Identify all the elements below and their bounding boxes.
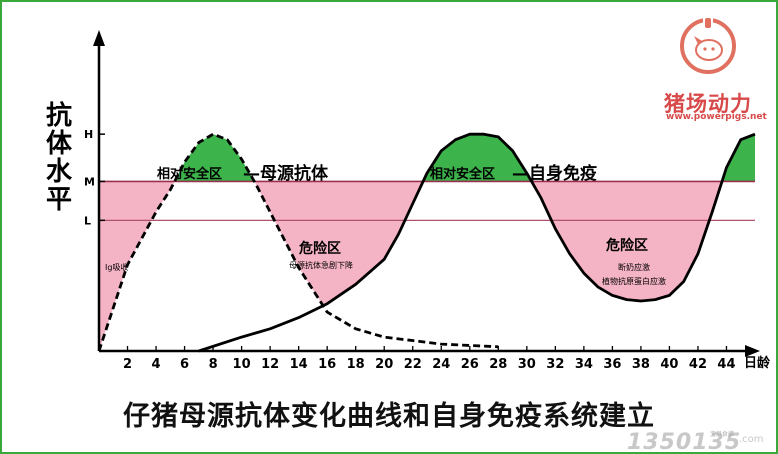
y-axis-label-char: 水 [46, 157, 73, 187]
x-tick-label: 38 [632, 357, 650, 372]
x-tick-label: 44 [717, 357, 735, 372]
x-tick-label: 8 [209, 357, 218, 372]
x-tick-label: 42 [689, 357, 707, 372]
safe-zone-label: 相对安全区 [430, 166, 495, 182]
y-axis-label-char: 平 [46, 185, 73, 215]
y-tick-label: H [84, 128, 93, 141]
safe-zone-label: 相对安全区 [157, 166, 222, 182]
watermark-number: 1350135 [627, 430, 742, 454]
series-label: —自身免疫 [512, 163, 597, 184]
y-axis-arrow [93, 30, 105, 46]
x-tick-label: 26 [461, 357, 479, 372]
logo-text: 猪场动力 [664, 92, 752, 116]
danger-zone-label: 危险区 [605, 237, 648, 254]
x-tick-label: 36 [603, 357, 621, 372]
y-tick-label: M [84, 175, 95, 188]
y-axis-label-char: 抗 [46, 101, 73, 131]
x-tick-label: 32 [546, 357, 564, 372]
danger-zone [99, 181, 755, 351]
x-axis-arrow [745, 345, 760, 357]
y-axis-label-char: 体 [46, 129, 73, 159]
x-axis-label: 日龄 [744, 355, 771, 371]
x-tick-label: 24 [432, 357, 450, 372]
x-tick-label: 2 [123, 357, 132, 372]
x-tick-label: 18 [347, 357, 365, 372]
x-tick-label: 30 [518, 357, 536, 372]
series-label: —母源抗体 [243, 163, 329, 184]
x-tick-label: 22 [404, 357, 422, 372]
danger-zone-note: 断奶应激 [618, 262, 650, 272]
logo-url: www.powerpigs.net [666, 112, 767, 122]
x-tick-label: 20 [375, 357, 393, 372]
x-tick-label: 16 [318, 357, 336, 372]
series-line-active [198, 132, 756, 353]
x-tick-label: 6 [180, 357, 189, 372]
x-tick-label: 34 [575, 357, 593, 372]
x-tick-label: 10 [233, 357, 251, 372]
watermark-small: 宝贝食谱 [710, 431, 735, 438]
pig-logo-icon [678, 14, 738, 74]
series-line-maternal [97, 132, 499, 352]
x-tick-label: 40 [660, 357, 678, 372]
y-tick-label: L [84, 214, 91, 227]
danger-zone-label: 危险区 [298, 240, 341, 257]
chart-title: 仔猪母源抗体变化曲线和自身免疫系统建立 [123, 401, 655, 432]
danger-zone-note: Ig吸收 [105, 262, 128, 272]
x-tick-label: 4 [152, 357, 161, 372]
x-tick-label: 14 [290, 357, 308, 372]
x-tick-label: 28 [489, 357, 507, 372]
watermark-suffix: .com [739, 434, 764, 445]
danger-zone-note: 母源抗体急剧下降 [289, 260, 353, 270]
x-tick-label: 12 [261, 357, 279, 372]
safe-zone [99, 134, 755, 182]
danger-zone-note: 植物抗原蛋白应激 [602, 276, 666, 286]
